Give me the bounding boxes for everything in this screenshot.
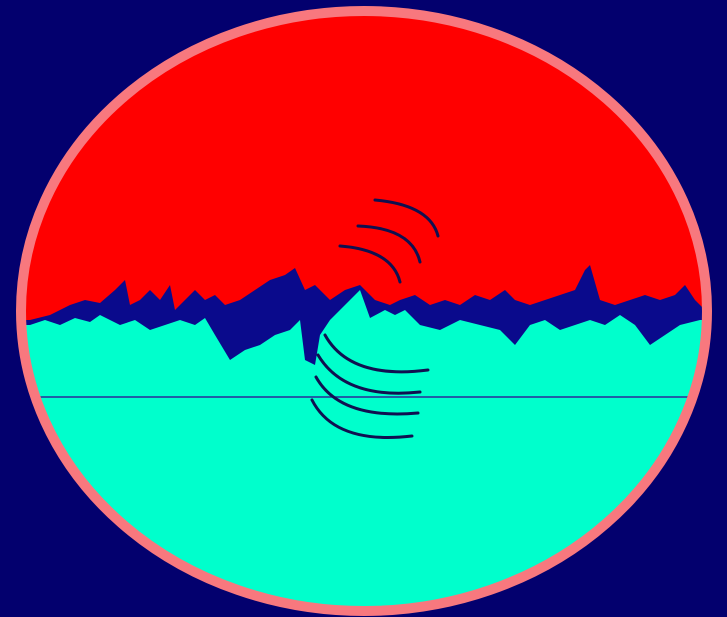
arc — [373, 198, 440, 238]
cyan-field — [21, 290, 707, 611]
arc — [356, 224, 422, 264]
arc — [338, 244, 402, 284]
arc — [323, 333, 430, 374]
oval-rim — [16, 6, 712, 616]
arc — [314, 375, 420, 416]
arc — [316, 353, 422, 395]
arc — [310, 398, 414, 439]
arcs — [310, 198, 440, 439]
